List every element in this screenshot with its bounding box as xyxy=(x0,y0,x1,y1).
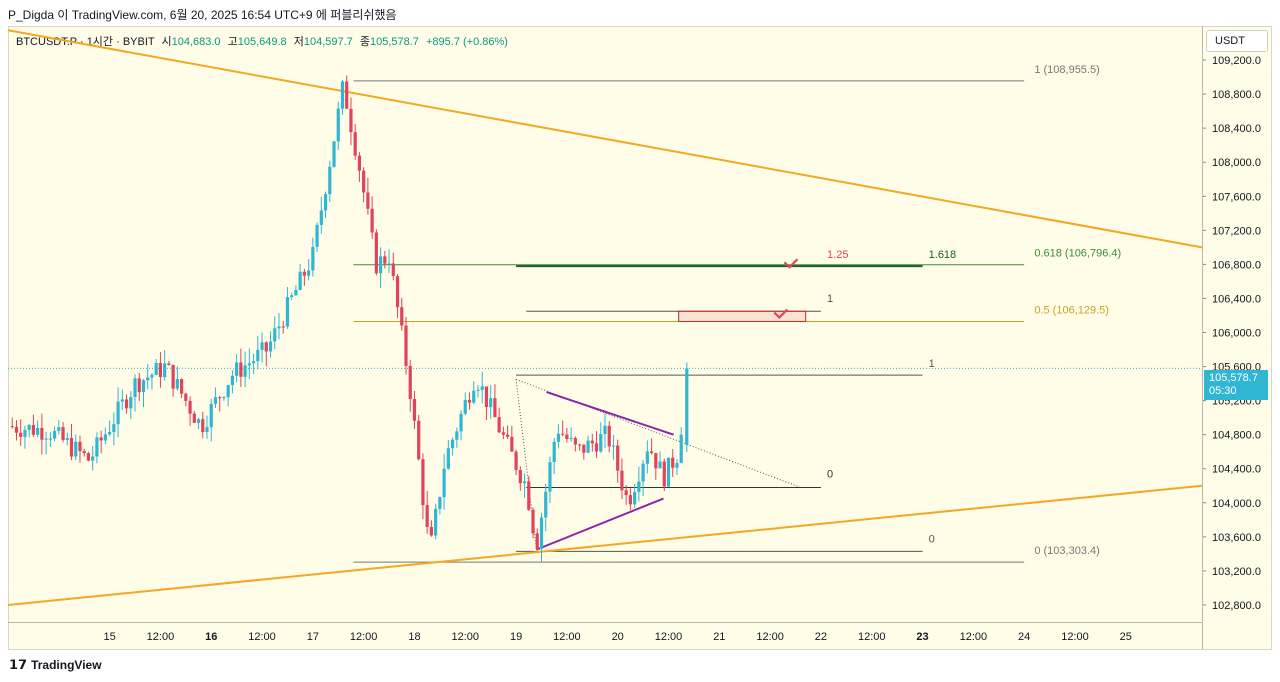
chart-panel[interactable] xyxy=(8,26,1272,650)
close-value: 105,578.7 xyxy=(369,36,419,48)
close-label: 종 xyxy=(359,36,370,48)
open-value: 104,683.0 xyxy=(171,36,221,48)
symbol-legend: BTCUSDT.P · 1시간 · BYBIT 시104,683.0 고105,… xyxy=(16,33,508,49)
change-value: +895.7 (+0.86%) xyxy=(425,36,508,48)
low-value: 104,597.7 xyxy=(303,36,353,48)
time-axis-divider xyxy=(8,622,1202,623)
currency-button[interactable]: USDT xyxy=(1206,30,1268,52)
open-label: 시 xyxy=(161,36,172,48)
last-price-value: 105,578.7 xyxy=(1209,372,1258,384)
low-label: 저 xyxy=(293,36,304,48)
tradingview-logo[interactable]: 𝟭𝟳 TradingView xyxy=(9,657,102,673)
tradingview-logo-icon: 𝟭𝟳 xyxy=(9,657,28,672)
high-label: 고 xyxy=(227,36,238,48)
tradingview-brand: TradingView xyxy=(31,658,102,672)
publish-credit: P_Digda 이 TradingView.com, 6월 20, 2025 1… xyxy=(8,8,397,22)
price-axis-divider xyxy=(1202,26,1203,650)
symbol-name[interactable]: BTCUSDT.P · 1시간 · BYBIT xyxy=(16,36,155,48)
bar-countdown: 05:30 xyxy=(1209,385,1237,397)
last-price-tag: 105,578.7 05:30 xyxy=(1204,370,1268,400)
high-value: 105,649.8 xyxy=(237,36,287,48)
